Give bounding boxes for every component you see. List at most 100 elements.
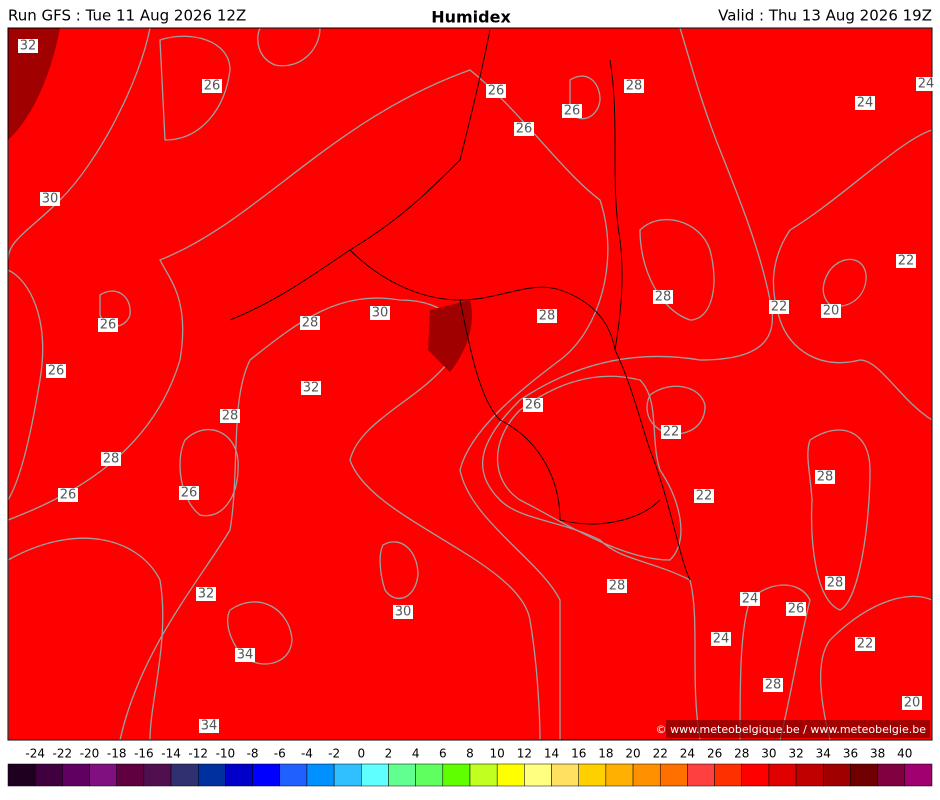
contour-label: 24 [713, 632, 730, 647]
run-info: Run GFS : Tue 11 Aug 2026 12Z [8, 7, 246, 25]
contour-label: 24 [918, 77, 935, 92]
zone [379, 541, 419, 600]
colorbar-label: 14 [544, 747, 559, 761]
contour-label: 28 [103, 452, 120, 467]
zone [807, 429, 871, 611]
contour-label-bg [199, 719, 219, 733]
colorbar-label: 8 [466, 747, 474, 761]
colorbar-label: 18 [598, 747, 613, 761]
contour-label-bg [179, 486, 199, 500]
colorbar-swatch [714, 763, 743, 787]
zone [497, 375, 682, 561]
colorbar-label: 38 [870, 747, 885, 761]
colorbar-swatch [850, 763, 878, 787]
colorbar-label: -16 [134, 747, 154, 761]
contour-label: 26 [100, 318, 117, 333]
colorbar-swatch [768, 763, 797, 787]
contour-label: 30 [395, 605, 412, 620]
colorbar-label: 36 [843, 747, 858, 761]
contour-label-bg [653, 290, 673, 304]
colorbar-label: 16 [571, 747, 586, 761]
contour-label-bg [786, 602, 806, 616]
contour-label: 28 [626, 79, 643, 94]
contour-label: 26 [60, 488, 77, 503]
contour-labels: 32 26 30 26 26 28 28 26 26 32 34 34 30 32 28 30 26 26 26 28… [18, 39, 936, 734]
contour-label-bg [855, 96, 875, 110]
colorbar-swatch [442, 763, 471, 787]
contour-label: 26 [48, 364, 65, 379]
colorbar-swatch [415, 763, 444, 787]
colorbar-swatch [143, 763, 172, 787]
contour-label: 26 [525, 398, 542, 413]
contour-label-bg [624, 79, 644, 93]
colorbar-swatch [659, 763, 688, 787]
colorbar-swatch [116, 763, 145, 787]
colorbar-label: -12 [188, 747, 208, 761]
contour-label: 30 [372, 306, 389, 321]
zone [119, 297, 541, 740]
colorbar-swatch [62, 763, 90, 787]
colorbar-label: -22 [53, 747, 73, 761]
colorbar-swatch [388, 763, 416, 787]
colorbar-swatch [225, 763, 253, 787]
colorbar-label: 32 [788, 747, 803, 761]
contour-label: 28 [655, 290, 672, 305]
contour-label: 32 [198, 587, 215, 602]
contour-label-bg [40, 192, 60, 206]
colorbar-swatch [333, 763, 362, 787]
contour-label: 34 [237, 648, 254, 663]
contour-label: 22 [696, 489, 713, 504]
colorbar-swatch [904, 763, 933, 787]
contour-label-bg [235, 648, 255, 662]
contour-label-bg [763, 678, 783, 692]
zone [481, 28, 932, 740]
colorbar-swatch [197, 763, 226, 787]
contour-label: 28 [539, 309, 556, 324]
colorbar-label: -10 [216, 747, 236, 761]
zone [739, 584, 811, 740]
contour-label-bg [18, 39, 38, 53]
map [8, 28, 932, 740]
copyright: © www.meteobelgique.be / www.meteobelgie… [656, 723, 927, 736]
contour-label-bg [711, 632, 731, 646]
contour-label: 26 [564, 104, 581, 119]
contour-label: 28 [609, 579, 626, 594]
contour-label: 28 [827, 576, 844, 591]
colorbar-swatch [279, 763, 308, 787]
contour-label: 22 [857, 637, 874, 652]
zone [428, 300, 472, 372]
zone [159, 35, 231, 141]
colorbar-swatch [252, 763, 281, 787]
colorbar-swatch [687, 763, 715, 787]
colorbar: -24 -22 -20 -18 -16 -14 -12 -10 -8 -6 -4 -2 0 2 4 6 8 10 1… [7, 747, 933, 787]
contour-label: 32 [20, 39, 37, 54]
colorbar-label: -14 [161, 747, 181, 761]
colorbar-label: 30 [761, 747, 776, 761]
country-border [229, 29, 691, 581]
colorbar-label: -24 [25, 747, 45, 761]
contour-label-bg [694, 489, 714, 503]
colorbar-label: 10 [490, 747, 505, 761]
colorbar-swatch [7, 763, 36, 787]
contour-label: 26 [181, 486, 198, 501]
contour-label: 26 [788, 602, 805, 617]
contour-label-bg [301, 381, 321, 395]
contour-label-bg [821, 304, 841, 318]
colorbar-label: -2 [328, 747, 340, 761]
copyright-box [666, 720, 930, 738]
contour-label-bg [486, 84, 506, 98]
colorbar-label: 2 [385, 747, 393, 761]
map-frame [7, 27, 933, 741]
zone [8, 269, 44, 502]
contour-label-bg [916, 77, 936, 91]
contour-label: 22 [663, 425, 680, 440]
colorbar-swatch [877, 763, 906, 787]
contour-label-bg [101, 452, 121, 466]
colorbar-swatch [551, 763, 579, 787]
contour-label-bg [46, 364, 66, 378]
contour-label: 20 [904, 696, 921, 711]
zone [8, 69, 609, 740]
contour-label: 28 [222, 409, 239, 424]
colorbar-swatch [605, 763, 634, 787]
